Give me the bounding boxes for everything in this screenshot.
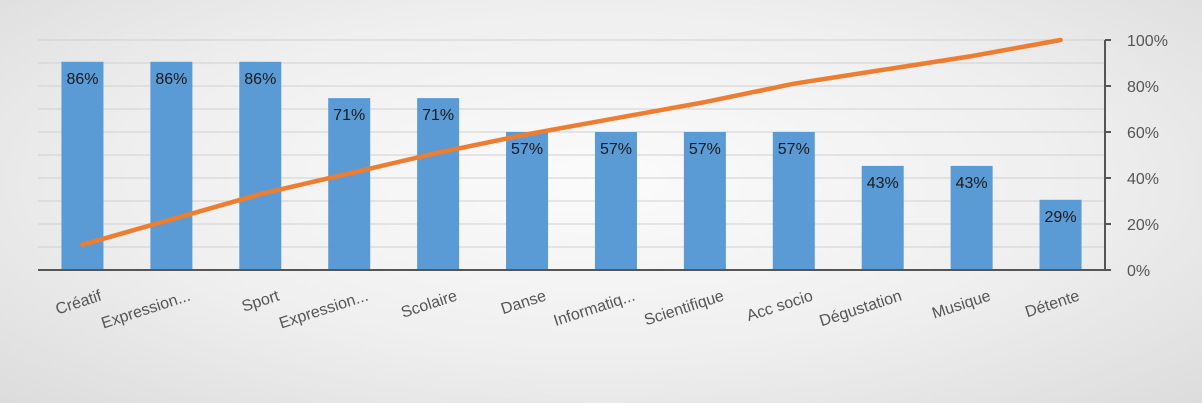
data-label: 57%	[600, 141, 632, 158]
category-label: Détente	[1023, 288, 1082, 322]
y2-tick-label: 40%	[1127, 171, 1159, 188]
category-label: Scientifique	[642, 288, 726, 330]
bar	[1039, 199, 1082, 270]
bar	[239, 61, 282, 270]
bar	[772, 132, 815, 270]
data-label: 43%	[956, 175, 988, 192]
y2-tick-label: 20%	[1127, 217, 1159, 234]
category-label: Expression...	[99, 288, 192, 333]
category-label: Expression...	[277, 288, 370, 333]
bar	[417, 98, 460, 271]
bar	[861, 165, 904, 270]
data-label: 43%	[867, 175, 899, 192]
bar	[328, 98, 371, 271]
y2-tick-label: 60%	[1127, 125, 1159, 142]
bar	[683, 132, 726, 270]
category-label: Danse	[499, 288, 548, 318]
bar-series	[61, 61, 1082, 271]
bar	[594, 132, 637, 270]
category-label: Dégustation	[817, 288, 903, 331]
bar	[61, 61, 104, 270]
cumulative-line	[80, 37, 1063, 247]
y2-tick-labels: 0% 20% 40% 60% 80% 100%	[1105, 33, 1168, 280]
y2-tick-label: 0%	[1127, 263, 1150, 280]
cumulative-line-series	[80, 37, 1063, 247]
data-label: 57%	[511, 141, 543, 158]
category-label: Musique	[930, 288, 993, 323]
data-label: 71%	[422, 107, 454, 124]
data-label: 71%	[333, 107, 365, 124]
y2-tick-label: 80%	[1127, 79, 1159, 96]
data-labels: 86% 86% 86% 71% 71% 57% 57% 57% 57% 43% 43% 29%	[66, 71, 1076, 226]
data-label: 29%	[1045, 209, 1077, 226]
category-label: Créatif	[54, 287, 105, 318]
bar	[506, 132, 549, 270]
data-label: 86%	[66, 71, 98, 88]
axes	[38, 40, 1106, 271]
category-label: Informatiq...	[552, 288, 638, 330]
data-label: 57%	[689, 141, 721, 158]
category-label: Acc socio	[745, 288, 815, 325]
bar	[150, 61, 193, 270]
gridlines	[38, 39, 1105, 248]
data-label: 86%	[155, 71, 187, 88]
category-label: Scolaire	[399, 288, 459, 322]
data-label: 57%	[778, 141, 810, 158]
y2-tick-label: 100%	[1127, 33, 1168, 50]
data-label: 86%	[244, 71, 276, 88]
bar	[950, 165, 993, 270]
category-label: Sport	[240, 287, 282, 315]
